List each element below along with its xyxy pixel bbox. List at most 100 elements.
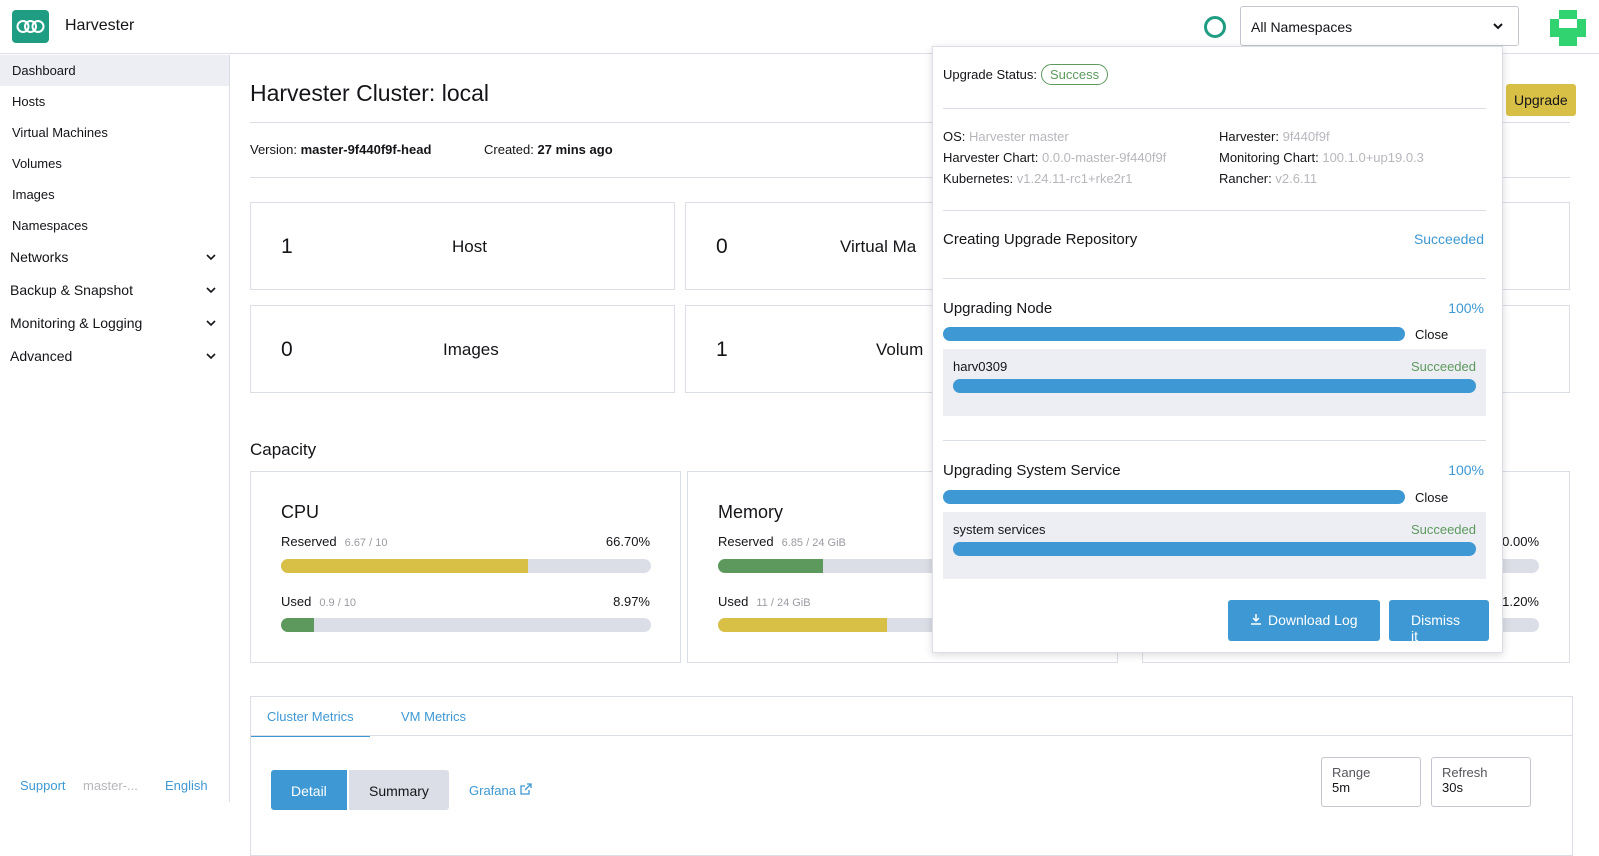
node-close-button[interactable]: Close <box>1415 327 1449 342</box>
sidebar: Dashboard Hosts Virtual Machines Volumes… <box>0 55 230 802</box>
reserved-detail: 6.85 / 24 GiB <box>781 537 846 549</box>
reserved-row-label: Reserved 6.67 / 10 <box>281 534 388 549</box>
card-count: 0 <box>281 338 293 361</box>
page-title: Harvester Cluster: local <box>250 80 490 106</box>
version-label: Version: <box>250 142 297 157</box>
sidebar-group-monitoring-logging[interactable]: Monitoring & Logging <box>0 307 229 340</box>
node-progress-bar <box>943 327 1405 341</box>
user-avatar[interactable] <box>1550 10 1586 46</box>
version-text: master-... <box>83 778 138 793</box>
used-percent: 1.20% <box>1502 594 1539 609</box>
harvester-logo-icon[interactable] <box>12 10 49 43</box>
upgrade-button[interactable]: Upgrade <box>1506 84 1576 116</box>
node-item-progress-bar <box>953 379 1476 393</box>
support-link[interactable]: Support <box>20 778 66 793</box>
summary-card-images[interactable]: 0 Images <box>250 305 675 393</box>
divider <box>943 278 1486 279</box>
capacity-card-cpu: CPU Reserved 6.67 / 10 66.70% Used 0.9 / 1… <box>250 471 681 663</box>
sidebar-group-label: Monitoring & Logging <box>10 315 143 331</box>
chevron-down-icon <box>206 254 216 261</box>
refresh-value: 30s <box>1442 780 1463 795</box>
kubernetes-info: Kubernetes: v1.24.11-rc1+rke2r1 <box>943 171 1133 186</box>
sidebar-item-dashboard[interactable]: Dashboard <box>0 55 229 86</box>
monitoring-value: 100.1.0+up19.0.3 <box>1322 150 1424 165</box>
version-info: Version: master-9f440f9f-head <box>250 142 431 157</box>
chevron-down-icon <box>206 287 216 294</box>
used-percent: 8.97% <box>613 594 650 609</box>
service-item-status: Succeeded <box>1410 522 1476 537</box>
tab-cluster-metrics[interactable]: Cluster Metrics <box>251 697 370 737</box>
capacity-card-title: CPU <box>281 502 320 522</box>
created-value: 27 mins ago <box>537 142 613 157</box>
reserved-percent: 30.00% <box>1494 534 1539 549</box>
card-label: Virtual Ma <box>840 237 917 256</box>
service-item-progress-bar <box>953 542 1476 556</box>
language-link[interactable]: English <box>165 778 208 793</box>
node-item-name: harv0309 <box>953 359 1008 374</box>
divider <box>250 122 1570 123</box>
sidebar-item-images[interactable]: Images <box>12 187 55 202</box>
sidebar-group-label: Advanced <box>10 348 73 364</box>
divider <box>250 177 1570 178</box>
grafana-link[interactable]: Grafana <box>469 783 532 798</box>
service-title: Upgrading System Service <box>943 462 1121 479</box>
divider <box>251 735 1572 736</box>
upgrade-status-popup: Upgrade Status: Success OS: Harvester mas… <box>932 46 1503 653</box>
namespace-select[interactable]: All Namespaces <box>1240 6 1519 46</box>
node-title: Upgrading Node <box>943 300 1053 317</box>
reserved-detail: 6.67 / 10 <box>344 537 388 549</box>
refresh-select[interactable]: Refresh 30s <box>1431 757 1531 807</box>
kubernetes-value: v1.24.11-rc1+rke2r1 <box>1016 171 1133 186</box>
detail-button[interactable]: Detail <box>271 770 347 810</box>
range-label: Range <box>1332 765 1371 780</box>
reserved-bar <box>281 559 651 573</box>
sidebar-group-advanced[interactable]: Advanced <box>0 340 229 373</box>
repo-status: Succeeded <box>1413 231 1484 247</box>
range-select[interactable]: Range 5m <box>1321 757 1421 807</box>
used-detail: 11 / 24 GiB <box>756 597 811 609</box>
upgrade-status: Upgrade Status: Success <box>943 64 1109 85</box>
card-label: Images <box>443 340 499 359</box>
status-badge: Success <box>1040 64 1109 85</box>
created-info: Created: 27 mins ago <box>484 142 613 157</box>
sidebar-group-backup-snapshot[interactable]: Backup & Snapshot <box>0 274 229 307</box>
sidebar-item-namespaces[interactable]: Namespaces <box>12 218 88 233</box>
service-item-name: system services <box>953 522 1046 537</box>
divider <box>943 210 1486 211</box>
used-detail: 0.9 / 10 <box>319 597 357 609</box>
divider <box>943 108 1486 109</box>
chart-value: 0.0.0-master-9f440f9f <box>1042 150 1167 165</box>
node-item: harv0309 Succeeded <box>943 349 1486 416</box>
top-bar: Harvester All Namespaces <box>0 0 1599 54</box>
chevron-down-icon <box>206 353 216 360</box>
app-title: Harvester <box>65 17 135 34</box>
service-close-button[interactable]: Close <box>1415 490 1449 505</box>
sidebar-group-networks[interactable]: Networks <box>0 241 229 274</box>
sidebar-item-volumes[interactable]: Volumes <box>12 156 62 171</box>
used-bar <box>281 618 651 632</box>
download-log-button[interactable]: Download Log <box>1228 600 1380 641</box>
summary-button[interactable]: Summary <box>349 770 449 810</box>
card-count: 0 <box>716 235 728 258</box>
capacity-title: Capacity <box>250 440 317 459</box>
summary-card-hosts[interactable]: 1 Host <box>250 202 675 290</box>
dismiss-button[interactable]: Dismiss it <box>1389 600 1489 644</box>
cluster-status-icon[interactable] <box>1204 16 1226 38</box>
used-bar-fill <box>281 618 315 632</box>
card-label: Host <box>452 237 487 256</box>
used-row-label: Used 11 / 24 GiB <box>718 594 811 609</box>
sidebar-item-hosts[interactable]: Hosts <box>12 94 46 109</box>
os-info: OS: Harvester master <box>943 129 1069 144</box>
used-row-label: Used 0.9 / 10 <box>281 594 357 609</box>
sidebar-item-virtual-machines[interactable]: Virtual Machines <box>12 125 108 140</box>
service-percent: 100% <box>1448 462 1484 478</box>
rancher-value: v2.6.11 <box>1275 171 1318 186</box>
version-value: master-9f440f9f-head <box>300 142 432 157</box>
capacity-card-title: Memory <box>718 502 784 522</box>
card-count: 1 <box>716 338 728 361</box>
namespace-select-value: All Namespaces <box>1251 19 1353 35</box>
tab-vm-metrics[interactable]: VM Metrics <box>401 709 466 724</box>
reserved-row-label: Reserved 6.85 / 24 GiB <box>718 534 846 549</box>
card-count: 1 <box>281 235 293 258</box>
card-label: Volum <box>876 340 924 359</box>
